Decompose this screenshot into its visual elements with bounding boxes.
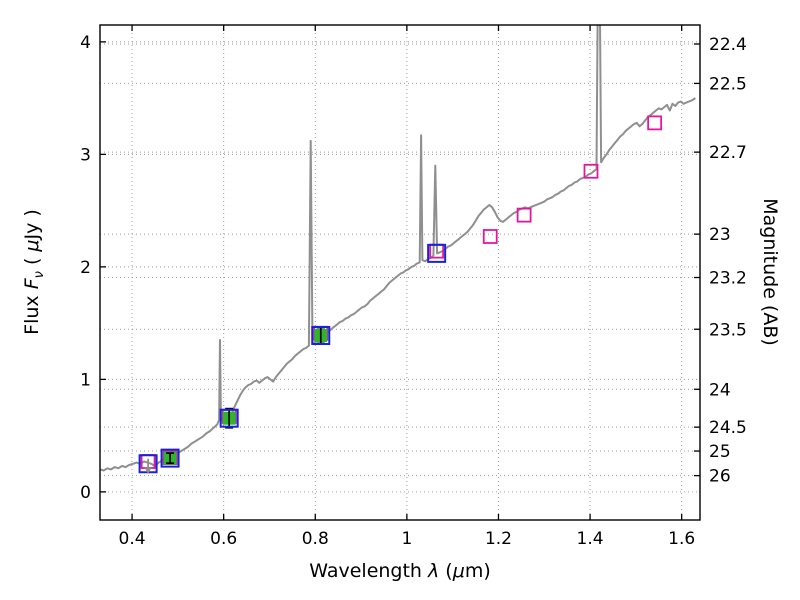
- mu-symbol: μ: [452, 560, 465, 582]
- tick-label: 24.5: [709, 418, 747, 438]
- x-axis-label-text: Wavelength: [309, 560, 429, 582]
- tick-label: 1: [401, 529, 412, 549]
- tick-label: 4: [80, 33, 91, 53]
- tick-label: 0: [80, 483, 91, 503]
- flux-symbol: F: [21, 278, 44, 290]
- observed-photometry-square: [427, 243, 447, 263]
- mu-symbol: μ: [21, 239, 44, 252]
- observed-photometry-square: [219, 408, 239, 428]
- error-bar: [225, 407, 234, 429]
- upper-limit-arrow: [144, 458, 152, 474]
- observed-photometry-square: [311, 326, 331, 345]
- x-tick-labels: 0.4 0.6 0.8 1 1.2 1.4 1.6: [119, 529, 696, 549]
- grid-lines: [100, 25, 700, 520]
- error-bar: [166, 452, 175, 465]
- axis-ticks: [100, 25, 700, 520]
- tick-label: 22.7: [709, 143, 747, 163]
- nu-symbol: ν: [31, 271, 47, 279]
- tick-label: 26: [709, 467, 731, 487]
- tick-label: 24: [709, 380, 731, 400]
- tick-label: 1.4: [577, 529, 604, 549]
- y-axis-label-flux: Flux Fν ( μJy ): [21, 209, 47, 335]
- tick-label: 0.8: [302, 529, 329, 549]
- tick-label: 23.2: [709, 269, 747, 289]
- flux-label-text: Flux: [21, 289, 44, 335]
- tick-label: 22.4: [709, 35, 747, 55]
- tick-label: 1.6: [668, 529, 695, 549]
- observed-photometry-markers: [138, 243, 447, 474]
- tick-label: 1: [80, 370, 91, 390]
- model-photometry-square: [482, 229, 498, 244]
- tick-label: 25: [709, 442, 731, 462]
- tick-label: 2: [80, 258, 91, 278]
- y-right-tick-labels: 22.4 22.5 22.7 23 23.2 23.5 24 24.5 25 26: [709, 35, 747, 487]
- plot-frame: [99, 24, 701, 521]
- model-spectrum-line: [100, 25, 696, 472]
- y-axis-label-magnitude: Magnitude (AB): [759, 198, 781, 346]
- tick-label: 1.2: [485, 529, 512, 549]
- tick-label: 23.5: [709, 320, 747, 340]
- x-axis-label: Wavelength λ (μm): [309, 560, 491, 582]
- tick-label: 23: [709, 225, 731, 245]
- tick-label: 3: [80, 145, 91, 165]
- observed-photometry-square: [160, 448, 180, 468]
- model-photometry-square: [516, 207, 532, 223]
- model-photometry-square: [647, 115, 663, 131]
- tick-label: 0.6: [210, 529, 237, 549]
- model-photometry-square: [583, 163, 599, 179]
- tick-label: 22.5: [709, 74, 747, 94]
- y-left-tick-labels: 0 1 2 3 4: [80, 33, 91, 503]
- lambda-symbol: λ: [428, 560, 440, 582]
- tick-label: 0.4: [119, 529, 146, 549]
